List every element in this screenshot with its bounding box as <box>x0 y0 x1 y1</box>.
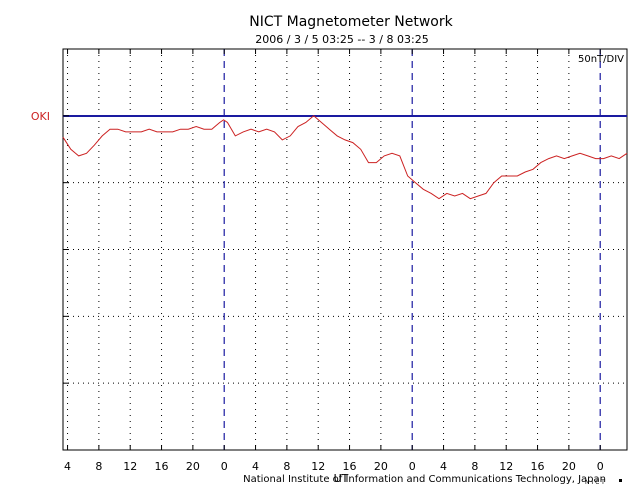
time-range-subtitle: 2006 / 3 / 5 03:25 -- 3 / 8 03:25 <box>255 33 428 46</box>
credit-text: National Institute of Information and Co… <box>243 474 606 485</box>
scale-label: 50nT/DIV <box>578 54 624 65</box>
x-tick-label: 20 <box>186 460 200 473</box>
x-tick-label: 12 <box>499 460 513 473</box>
x-tick-label: 8 <box>283 460 290 473</box>
x-tick-label: 0 <box>221 460 228 473</box>
plot-frame <box>62 48 628 451</box>
x-tick-label: 16 <box>343 460 357 473</box>
svg-text:N I C T: N I C T <box>585 479 605 486</box>
series-layer <box>62 115 628 200</box>
station-label: OKI <box>31 110 50 123</box>
x-tick-label: 20 <box>374 460 388 473</box>
x-axis-unit: UT <box>334 472 349 485</box>
x-tick-layer: 4 8 12 16 20 0 4 8 12 16 20 0 4 8 12 16 20 0 <box>63 49 604 473</box>
x-tick-label: 20 <box>562 460 576 473</box>
series-line-oki <box>62 115 628 200</box>
x-tick-label: 12 <box>123 460 137 473</box>
x-tick-label: 8 <box>95 460 102 473</box>
x-tick-label: 4 <box>252 460 259 473</box>
nict-logo-icon: N I C T <box>585 479 622 486</box>
chart-title: NICT Magnetometer Network <box>249 14 453 30</box>
x-tick-label: 4 <box>440 460 447 473</box>
x-tick-label: 4 <box>64 460 71 473</box>
x-tick-label: 8 <box>471 460 478 473</box>
x-tick-label: 0 <box>597 460 604 473</box>
grid-layer <box>63 49 627 450</box>
x-tick-label: 16 <box>531 460 545 473</box>
x-tick-label: 16 <box>155 460 169 473</box>
x-tick-label: 12 <box>311 460 325 473</box>
x-tick-label: 0 <box>409 460 416 473</box>
